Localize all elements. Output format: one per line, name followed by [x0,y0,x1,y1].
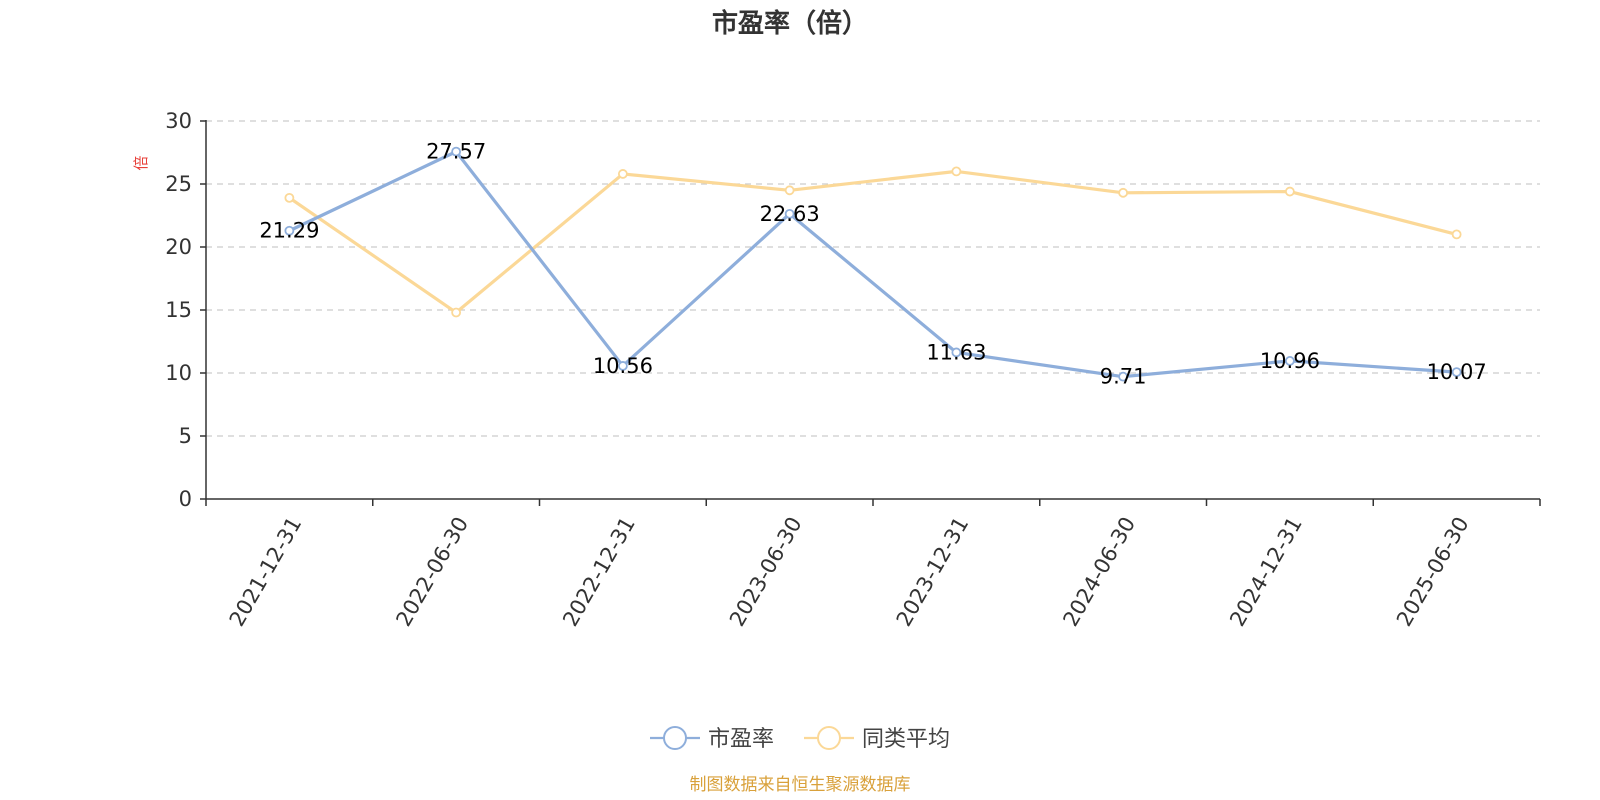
data-point[interactable] [784,208,795,219]
legend-label: 同类平均 [862,727,950,752]
y-tick-label: 15 [165,298,192,322]
data-point[interactable] [1451,229,1462,240]
data-label: 21.29 [259,219,319,243]
data-point[interactable] [1284,186,1295,197]
y-tick-label: 0 [179,487,192,511]
x-tick-label: 2023-12-31 [892,513,974,631]
data-point[interactable] [451,146,462,157]
data-point[interactable] [784,185,795,196]
data-point[interactable] [1118,371,1129,382]
legend[interactable]: 市盈率 同类平均 [650,726,950,752]
data-label: 11.63 [926,340,986,364]
x-tick-label: 2022-12-31 [558,513,640,631]
legend-item[interactable]: 同类平均 [804,726,950,752]
legend-marker [817,726,841,750]
series-line [288,150,1457,379]
data-point[interactable] [951,166,962,177]
grid-lines [206,120,1540,437]
data-point[interactable] [1118,187,1129,198]
data-label: 22.63 [760,202,820,226]
y-tick-label: 5 [179,424,192,448]
data-label: 10.07 [1427,360,1487,384]
data-label: 9.71 [1100,365,1147,389]
y-tick-label: 25 [165,172,192,196]
legend-label: 市盈率 [708,727,774,752]
data-point[interactable] [1284,356,1295,366]
data-point[interactable] [284,225,295,236]
chart-title: 市盈率（倍） [712,8,868,39]
data-label: 27.57 [426,140,486,164]
x-tick-label: 2023-06-30 [725,513,807,631]
series-lines [284,146,1462,382]
series-line [288,169,1458,315]
data-point[interactable] [951,347,962,358]
data-point[interactable] [617,169,628,179]
x-tick-label: 2024-06-30 [1058,513,1140,631]
data-label: 10.56 [593,354,653,378]
y-tick-label: 20 [165,235,192,259]
data-point[interactable] [284,192,295,203]
y-tick-label: 10 [165,361,192,385]
x-tick-label: 2024-12-31 [1225,513,1307,631]
y-tick-label: 30 [165,109,192,133]
data-point[interactable] [1451,367,1462,378]
source-note: 制图数据来自恒生聚源数据库 [690,775,911,795]
x-tick-label: 2021-12-31 [225,513,307,631]
axes: 0 5 10 15 20 25 30 2021-12-31 2022-06-30 2022-12-… [165,109,1541,631]
x-tick-label: 2022-06-30 [391,513,473,631]
legend-marker [663,726,687,750]
data-point[interactable] [451,307,462,318]
data-labels: 21.29 27.57 10.56 22.63 11.63 9.71 10.96 10.07 [259,140,1486,389]
data-point[interactable] [617,361,628,371]
data-label: 10.96 [1260,349,1320,373]
x-tick-label: 2025-06-30 [1392,513,1474,631]
y-axis-unit-label: 倍 [132,155,150,170]
legend-item[interactable]: 市盈率 [650,726,774,752]
